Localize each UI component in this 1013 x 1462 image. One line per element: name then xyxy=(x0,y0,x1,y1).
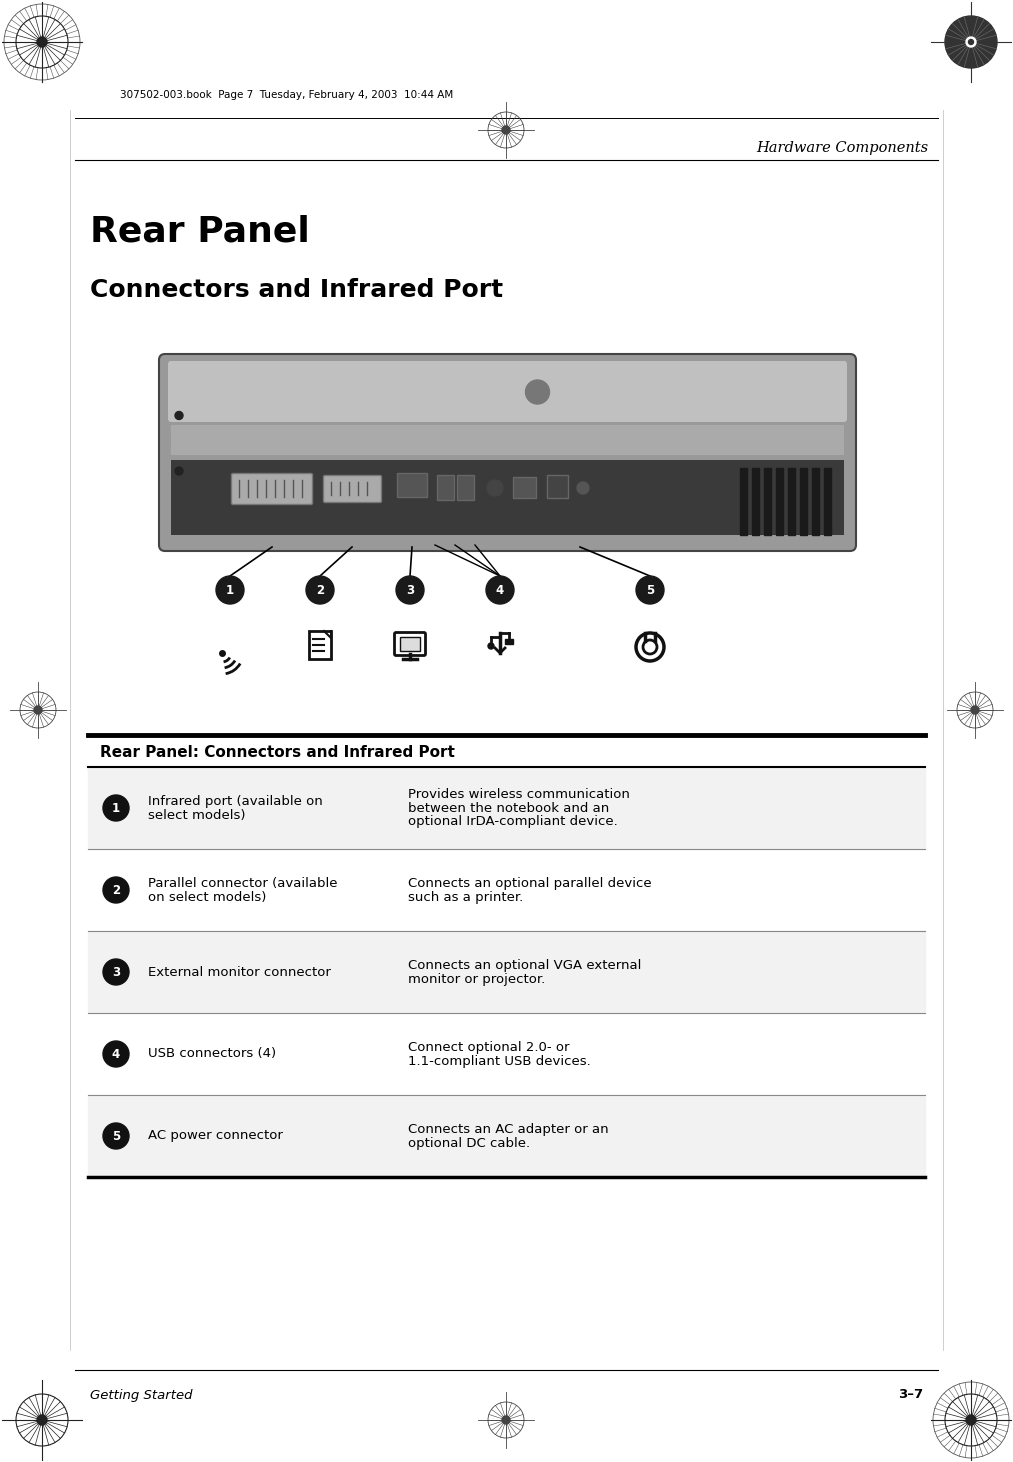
Bar xyxy=(812,468,819,535)
Text: USB connectors (4): USB connectors (4) xyxy=(148,1047,277,1060)
Circle shape xyxy=(103,877,129,904)
Text: Connects an optional parallel device: Connects an optional parallel device xyxy=(408,877,651,889)
FancyBboxPatch shape xyxy=(323,475,382,503)
Text: between the notebook and an: between the notebook and an xyxy=(408,801,609,814)
Text: on select models): on select models) xyxy=(148,890,266,904)
Text: 1: 1 xyxy=(112,801,121,814)
Circle shape xyxy=(103,959,129,985)
Text: 3: 3 xyxy=(406,583,414,596)
Circle shape xyxy=(294,618,346,671)
Bar xyxy=(88,931,925,1013)
Text: 2: 2 xyxy=(112,883,121,896)
Text: 5: 5 xyxy=(111,1130,121,1142)
Bar xyxy=(741,468,747,535)
FancyBboxPatch shape xyxy=(171,425,844,455)
Text: Connects an AC adapter or an: Connects an AC adapter or an xyxy=(408,1123,609,1136)
Circle shape xyxy=(526,380,549,404)
Text: such as a printer.: such as a printer. xyxy=(408,890,524,904)
Circle shape xyxy=(103,1041,129,1067)
Text: 3–7: 3–7 xyxy=(898,1389,923,1402)
Text: Connectors and Infrared Port: Connectors and Infrared Port xyxy=(90,278,503,303)
Circle shape xyxy=(487,480,503,496)
Bar xyxy=(776,468,783,535)
Circle shape xyxy=(37,37,47,47)
Circle shape xyxy=(175,466,183,475)
Text: AC power connector: AC power connector xyxy=(148,1130,283,1142)
Circle shape xyxy=(37,1415,47,1425)
Circle shape xyxy=(488,643,494,649)
Text: optional DC cable.: optional DC cable. xyxy=(408,1136,530,1149)
Bar xyxy=(505,639,513,643)
Bar xyxy=(788,468,795,535)
Bar xyxy=(400,637,420,651)
FancyBboxPatch shape xyxy=(171,461,844,535)
Circle shape xyxy=(945,16,997,69)
Text: Hardware Components: Hardware Components xyxy=(756,140,928,155)
Circle shape xyxy=(971,706,979,713)
Text: 1: 1 xyxy=(226,583,234,596)
FancyBboxPatch shape xyxy=(437,475,454,500)
Text: Provides wireless communication: Provides wireless communication xyxy=(408,788,630,801)
FancyBboxPatch shape xyxy=(397,474,427,497)
Text: 5: 5 xyxy=(646,583,654,596)
Text: select models): select models) xyxy=(148,808,245,822)
Circle shape xyxy=(103,795,129,822)
Circle shape xyxy=(502,1417,510,1424)
Text: 2: 2 xyxy=(316,583,324,596)
Text: 307502-003.book  Page 7  Tuesday, February 4, 2003  10:44 AM: 307502-003.book Page 7 Tuesday, February… xyxy=(120,91,453,99)
Circle shape xyxy=(577,482,589,494)
Bar xyxy=(764,468,771,535)
Circle shape xyxy=(175,411,183,420)
Circle shape xyxy=(216,576,244,604)
Circle shape xyxy=(306,576,334,604)
Text: 4: 4 xyxy=(111,1047,121,1060)
Text: 1.1-compliant USB devices.: 1.1-compliant USB devices. xyxy=(408,1054,591,1067)
Bar xyxy=(88,1095,925,1177)
Circle shape xyxy=(502,126,510,135)
Circle shape xyxy=(384,618,436,671)
FancyBboxPatch shape xyxy=(546,475,567,497)
Text: monitor or projector.: monitor or projector. xyxy=(408,972,545,985)
Text: 3: 3 xyxy=(112,965,121,978)
Circle shape xyxy=(396,576,424,604)
Circle shape xyxy=(636,576,664,604)
Text: Rear Panel: Rear Panel xyxy=(90,215,310,249)
Circle shape xyxy=(968,39,973,44)
FancyBboxPatch shape xyxy=(394,633,425,655)
Circle shape xyxy=(966,1415,976,1425)
Circle shape xyxy=(34,706,42,713)
Text: Getting Started: Getting Started xyxy=(90,1389,192,1402)
FancyBboxPatch shape xyxy=(232,474,312,504)
Bar xyxy=(88,768,925,849)
FancyBboxPatch shape xyxy=(513,477,536,497)
FancyBboxPatch shape xyxy=(457,475,473,500)
Circle shape xyxy=(103,1123,129,1149)
Text: Connects an optional VGA external: Connects an optional VGA external xyxy=(408,959,641,972)
Circle shape xyxy=(624,618,676,671)
Circle shape xyxy=(204,618,256,671)
Bar xyxy=(752,468,759,535)
Circle shape xyxy=(474,618,526,671)
Text: Infrared port (available on: Infrared port (available on xyxy=(148,794,323,807)
Circle shape xyxy=(966,37,976,47)
FancyBboxPatch shape xyxy=(309,632,331,659)
Text: optional IrDA-compliant device.: optional IrDA-compliant device. xyxy=(408,816,618,829)
Text: 4: 4 xyxy=(496,583,504,596)
Bar xyxy=(824,468,831,535)
Bar xyxy=(800,468,807,535)
Text: Parallel connector (available: Parallel connector (available xyxy=(148,877,337,889)
Text: Rear Panel: Connectors and Infrared Port: Rear Panel: Connectors and Infrared Port xyxy=(100,746,455,760)
Text: Connect optional 2.0- or: Connect optional 2.0- or xyxy=(408,1041,569,1054)
Circle shape xyxy=(486,576,514,604)
Text: External monitor connector: External monitor connector xyxy=(148,965,331,978)
FancyBboxPatch shape xyxy=(159,354,856,551)
FancyBboxPatch shape xyxy=(168,361,847,423)
